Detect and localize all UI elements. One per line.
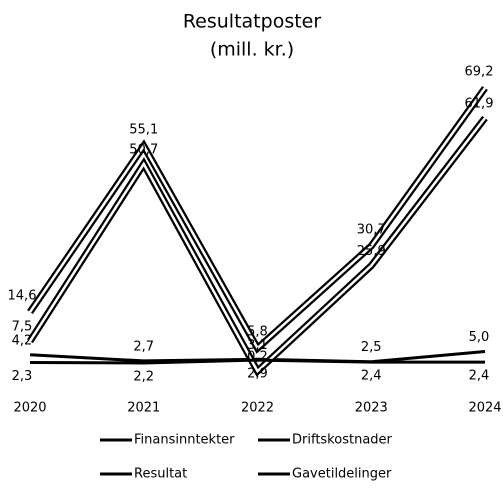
data-label: 7,5: [12, 320, 33, 335]
data-label: 61,9: [465, 96, 494, 111]
data-label: 4,2: [12, 333, 33, 348]
data-label: 2,2: [133, 369, 154, 384]
data-label: 55,1: [129, 122, 158, 137]
x-tick-label: 2023: [355, 401, 388, 416]
x-tick-label: 2024: [468, 401, 501, 416]
series-line: [29, 358, 485, 365]
data-label: 3,1: [247, 338, 268, 353]
legend-label: Gavetildelinger: [292, 467, 392, 482]
data-label: 2,3: [12, 369, 33, 384]
legend-label: Driftskostnader: [292, 433, 393, 448]
data-label: 5,0: [469, 330, 490, 345]
data-label: 69,2: [465, 65, 494, 80]
x-tick-label: 2020: [13, 401, 46, 416]
legend-label: Finansinntekter: [134, 433, 235, 448]
series-line-inner: [28, 87, 487, 351]
data-label: 50,7: [129, 142, 158, 157]
data-label: 2,9: [247, 367, 268, 382]
series-line-inner: [28, 117, 486, 374]
data-label: 14,6: [8, 289, 37, 304]
data-label: 25,9: [357, 244, 386, 259]
legend-label: Resultat: [134, 467, 187, 482]
data-label: 2,5: [361, 340, 382, 355]
series-line: [27, 85, 488, 354]
chart-subtitle: (mill. kr.): [210, 39, 294, 61]
x-tick-label: 2022: [241, 401, 274, 416]
data-label: 2,4: [469, 369, 490, 384]
x-tick-label: 2021: [127, 401, 160, 416]
data-label: 2,4: [361, 369, 382, 384]
data-label: 5,8: [247, 325, 268, 340]
data-label: 2,7: [133, 339, 154, 354]
chart-title: Resultatposter: [183, 11, 322, 33]
data-label: 30,7: [357, 223, 386, 238]
data-label: 0,2: [247, 350, 268, 365]
